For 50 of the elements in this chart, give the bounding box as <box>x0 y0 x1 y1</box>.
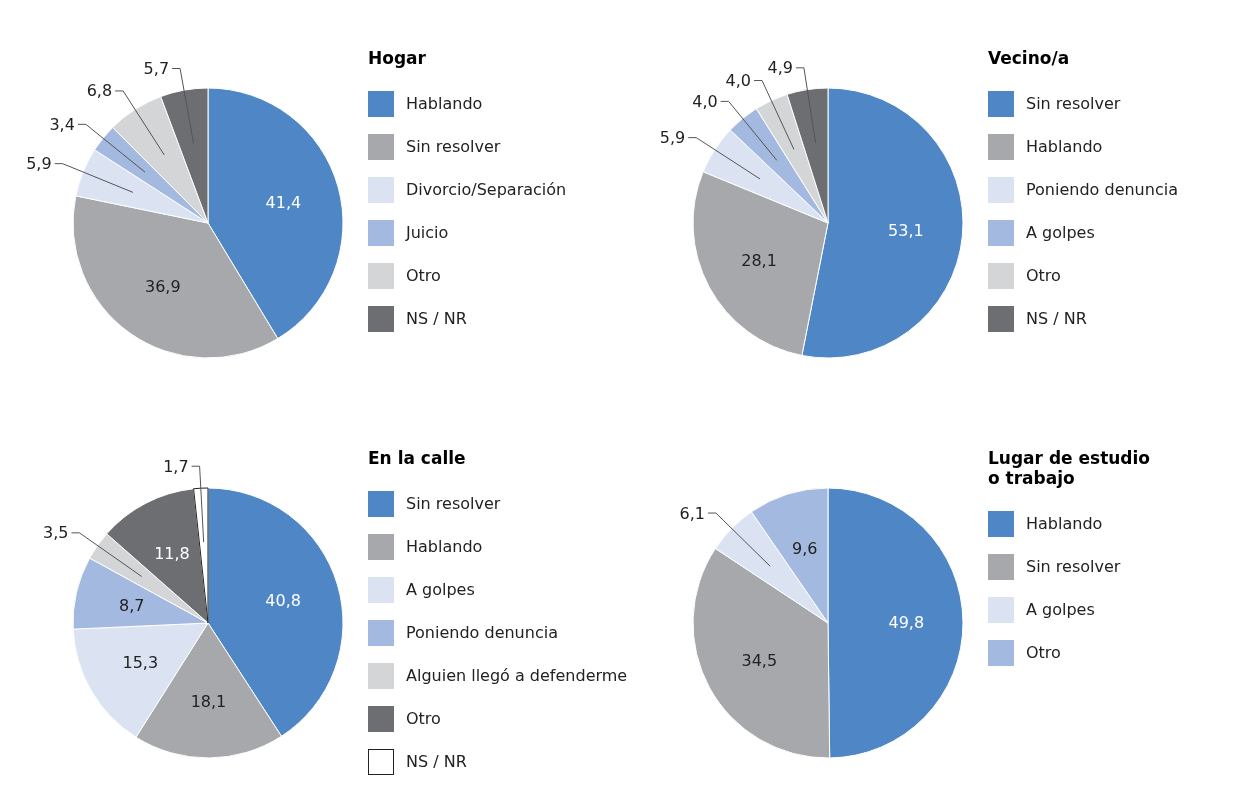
legend-label: Sin resolver <box>406 137 501 156</box>
data-label: 5,7 <box>143 59 170 79</box>
chart-title: Hogar <box>368 48 427 68</box>
data-label: 4,0 <box>692 91 718 111</box>
legend-label: Sin resolver <box>1026 557 1121 576</box>
legend-label: Poniendo denuncia <box>1026 180 1178 199</box>
legend-label: Poniendo denuncia <box>406 623 558 642</box>
data-label: 18,1 <box>190 691 227 711</box>
data-label: 8,7 <box>119 595 145 615</box>
data-label: 11,8 <box>154 543 190 563</box>
legend-label: Hablando <box>1026 137 1103 156</box>
legend-label: Hablando <box>406 94 483 113</box>
chart-title: En la calle <box>368 448 467 468</box>
data-label: 6,1 <box>679 503 705 523</box>
data-label: 28,1 <box>741 250 777 270</box>
data-label: 49,8 <box>888 613 925 633</box>
chart-title: Vecino/a <box>988 48 1071 68</box>
data-label: 1,7 <box>163 456 189 476</box>
data-label: 6,8 <box>86 81 113 101</box>
legend-label: Otro <box>406 266 441 285</box>
data-label: 9,6 <box>792 538 818 558</box>
legend-label: Hablando <box>406 537 483 556</box>
legend-label: NS / NR <box>1026 309 1087 328</box>
chart-title: Lugar de estudio o trabajo <box>988 448 1152 488</box>
data-label: 3,4 <box>49 114 75 134</box>
legend-label: Otro <box>1026 266 1061 285</box>
data-label: 36,9 <box>145 277 181 297</box>
legend-label: A golpes <box>1026 223 1095 242</box>
legend-label: Otro <box>406 709 441 728</box>
data-label: 40,8 <box>265 591 301 611</box>
data-label: 34,5 <box>741 651 778 671</box>
data-label: 15,3 <box>122 652 159 672</box>
legend-label: NS / NR <box>406 752 467 771</box>
legend-label: Divorcio/Separación <box>406 180 567 199</box>
legend-label: Alguien llegó a defenderme <box>406 666 628 685</box>
legend-label: NS / NR <box>406 309 467 328</box>
data-label: 53,1 <box>888 221 924 241</box>
legend-label: Hablando <box>1026 514 1103 533</box>
legend-label: A golpes <box>406 580 475 599</box>
data-label: 4,9 <box>767 58 793 78</box>
legend-label: Sin resolver <box>406 494 501 513</box>
legend-label: A golpes <box>1026 600 1095 619</box>
data-label: 3,5 <box>43 523 69 543</box>
data-label: 5,9 <box>659 128 686 148</box>
legend-label: Juicio <box>406 223 449 242</box>
data-label: 4,0 <box>725 71 752 91</box>
legend-label: Otro <box>1026 643 1061 662</box>
data-label: 5,9 <box>26 154 52 174</box>
data-label: 41,4 <box>265 192 302 212</box>
legend-label: Sin resolver <box>1026 94 1121 113</box>
